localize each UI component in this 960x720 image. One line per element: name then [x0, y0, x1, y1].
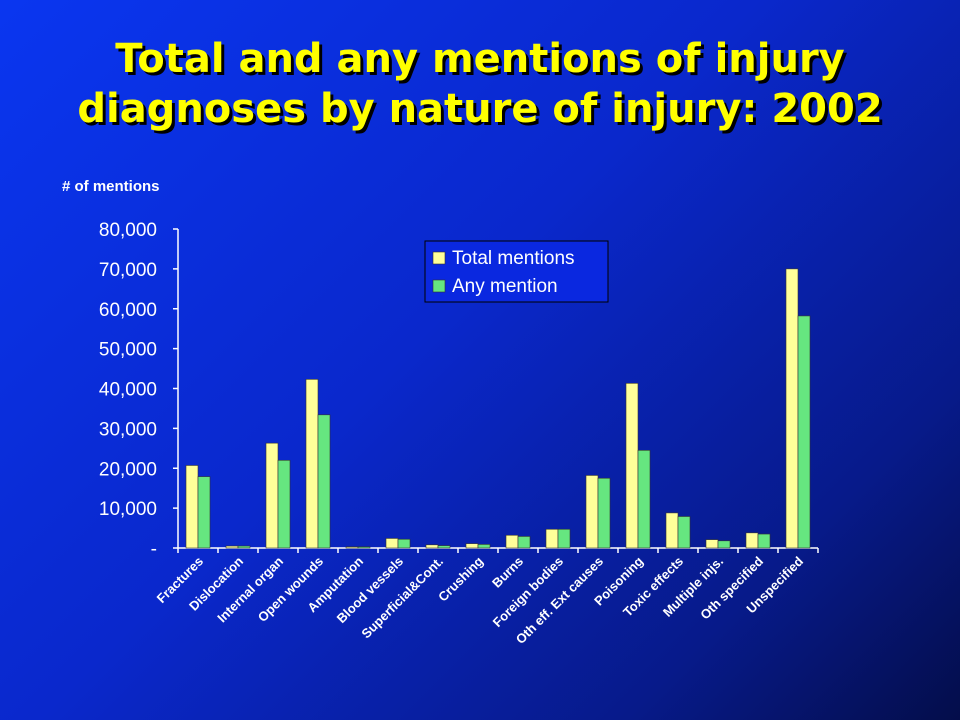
x-tick-label: Foreign bodies [490, 554, 566, 630]
legend-swatch [432, 251, 446, 265]
bar-any-mention [717, 540, 731, 549]
bar-any-mention [797, 315, 811, 549]
y-tick-label: 70,000 [99, 260, 157, 281]
bar-total-mentions [185, 465, 199, 549]
legend-label: Total mentions [452, 248, 575, 269]
bar-any-mention [357, 546, 371, 549]
chart-title: Total and any mentions of injury diagnos… [0, 34, 960, 134]
bar-total-mentions [705, 539, 719, 549]
bar-any-mention [437, 545, 451, 549]
chart-title-line-2: diagnoses by nature of injury: 2002 [77, 86, 883, 132]
y-tick-label: 80,000 [99, 220, 157, 241]
bar-any-mention [477, 544, 491, 549]
bar-any-mention [197, 476, 211, 549]
axes: 80,000 70,000 60,000 50,000 40,000 30,000 20,0… [99, 220, 819, 560]
y-tick-label: 60,000 [99, 300, 157, 321]
bar-total-mentions [545, 528, 559, 549]
bar-total-mentions [625, 383, 639, 549]
bar-total-mentions [665, 512, 679, 549]
bar-any-mention [677, 516, 691, 549]
bar-any-mention [637, 450, 651, 549]
bar-total-mentions [385, 538, 399, 549]
bar-total-mentions [345, 546, 359, 549]
bar-total-mentions [225, 545, 239, 549]
y-tick-label: 10,000 [99, 499, 157, 520]
bar-total-mentions [305, 379, 319, 549]
bar-total-mentions [425, 544, 439, 549]
bar-any-mention [557, 528, 571, 549]
y-axis-label: # of mentions [62, 178, 160, 195]
y-tick-label: 40,000 [99, 380, 157, 401]
y-tick-label: 20,000 [99, 459, 157, 480]
chart-title-line-1: Total and any mentions of injury [115, 36, 845, 82]
bar-any-mention [757, 533, 771, 549]
bar-total-mentions [585, 475, 599, 549]
legend-box [424, 240, 609, 303]
bar-total-mentions [745, 532, 759, 549]
y-tick-label: 30,000 [99, 419, 157, 440]
bar-any-mention [597, 477, 611, 549]
bar-any-mention [397, 538, 411, 549]
bar-total-mentions [785, 268, 799, 549]
legend-label: Any mention [452, 276, 558, 297]
bar-any-mention [237, 545, 251, 549]
bars [185, 268, 811, 549]
y-tick-label: 50,000 [99, 340, 157, 361]
legend: Total mentions Any mention [424, 240, 609, 303]
legend-swatch [432, 279, 446, 293]
bar-any-mention [517, 536, 531, 549]
bar-total-mentions [465, 543, 479, 549]
bar-total-mentions [505, 534, 519, 549]
bar-any-mention [277, 459, 291, 549]
bar-any-mention [317, 414, 331, 549]
x-tick-label: Burns [489, 554, 526, 591]
bar-total-mentions [265, 442, 279, 549]
y-tick-label: - [151, 539, 157, 560]
